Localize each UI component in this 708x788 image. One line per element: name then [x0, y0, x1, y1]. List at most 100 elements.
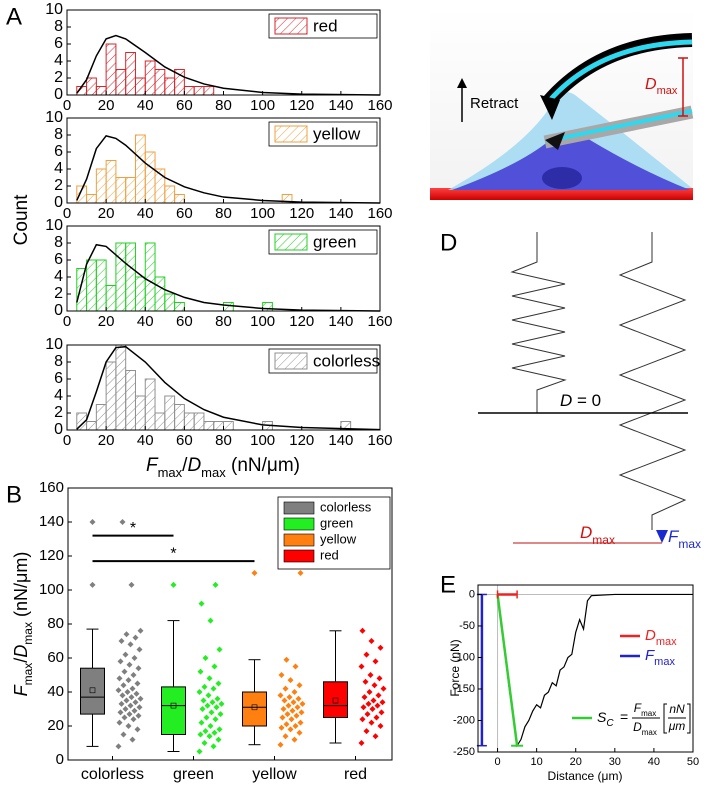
x-tick-label: 40 [137, 432, 154, 449]
y-tick-label: 0 [54, 86, 63, 103]
histogram-bar [262, 302, 273, 312]
x-axis-label: Distance (μm) [548, 769, 623, 783]
data-point [297, 570, 304, 576]
fit-curve [76, 243, 381, 312]
text-part: max [642, 728, 657, 737]
data-point [278, 724, 285, 731]
panel-label: A [6, 3, 22, 30]
data-point [122, 651, 129, 658]
data-point [296, 682, 303, 689]
data-point [135, 712, 142, 719]
x-tick-label: 20 [98, 205, 115, 222]
x-tick-label: 10 [531, 756, 543, 768]
histogram-bar [134, 276, 146, 312]
data-point [288, 716, 295, 723]
data-point [119, 519, 126, 525]
data-point [134, 726, 141, 733]
data-point [368, 719, 375, 726]
histogram-bar [115, 242, 127, 312]
data-point [137, 627, 144, 634]
data-point [208, 709, 215, 716]
zero-label: D = 0 [560, 391, 601, 410]
x-tick-label: green [173, 766, 214, 783]
text-part: (nN/μm) [226, 455, 300, 476]
histogram-bar [203, 421, 215, 431]
text-part: / [11, 658, 31, 663]
data-point [204, 702, 211, 709]
data-point [358, 663, 365, 670]
data-point [361, 694, 368, 701]
formula-unit: μm [668, 719, 686, 733]
fit-curve [76, 345, 381, 431]
x-tick-label: 30 [609, 756, 621, 768]
plot-frame [477, 584, 694, 753]
x-tick-label: 80 [215, 205, 232, 222]
y-tick-label: 2 [54, 177, 63, 194]
cell-illustration [430, 8, 694, 200]
box [323, 681, 348, 718]
text-part: max [21, 663, 35, 686]
data-point [201, 740, 208, 746]
data-point [280, 706, 287, 712]
data-point [359, 627, 366, 634]
data-point [202, 655, 209, 661]
data-point [292, 663, 299, 670]
data-point [217, 711, 224, 718]
x-tick-label: 50 [687, 756, 699, 768]
data-point [127, 702, 134, 709]
data-point [119, 692, 126, 699]
y-tick-label: 6 [54, 143, 63, 160]
text-part: (nN/μm) [11, 552, 31, 622]
y-tick-label: -150 [453, 683, 475, 695]
formula-num: Fmax [634, 701, 656, 717]
data-point [286, 694, 293, 701]
histogram-bar [134, 395, 146, 431]
x-tick-label: 20 [570, 756, 582, 768]
y-tick-label: 0 [54, 194, 63, 211]
histogram-bar [86, 77, 97, 96]
text-part: max [21, 622, 35, 645]
data-point [362, 678, 369, 685]
histogram-bar [154, 276, 166, 312]
data-point [120, 682, 127, 689]
text-part: D [580, 523, 592, 542]
data-point [209, 699, 216, 706]
outlier [89, 519, 96, 525]
y-tick-label: 2 [54, 69, 63, 86]
text-part: F [645, 647, 655, 664]
outlier [170, 581, 177, 588]
x-tick-label: 40 [137, 205, 154, 222]
data-point [215, 736, 222, 743]
data-point [372, 733, 379, 740]
data-point [363, 651, 370, 658]
x-tick-label: 80 [215, 97, 232, 114]
formula-lhs: SC [597, 709, 614, 729]
data-point [218, 700, 225, 707]
data-point [213, 704, 220, 711]
force-curve [496, 593, 693, 748]
data-point [291, 689, 298, 695]
data-point [121, 714, 128, 721]
data-point [196, 748, 203, 755]
histogram-bar [95, 259, 107, 312]
data-point [291, 736, 298, 743]
bracket [663, 703, 667, 734]
data-point [366, 689, 373, 695]
x-tick-label: 0 [63, 313, 71, 330]
legend-swatch [274, 352, 308, 370]
data-point [368, 638, 375, 644]
legend-label: green [313, 232, 356, 251]
x-tick-label: 100 [250, 97, 275, 114]
data-point [203, 714, 210, 721]
histogram-bar [164, 185, 176, 204]
x-tick-label: red [344, 766, 367, 783]
x-tick-label: yellow [252, 766, 297, 783]
formula-eq: = [620, 709, 628, 725]
data-point [197, 668, 204, 675]
data-point [207, 617, 214, 624]
data-point [358, 740, 365, 746]
data-point [290, 699, 297, 706]
y-tick-label: 4 [54, 160, 63, 177]
x-tick-label: 0 [63, 97, 71, 114]
